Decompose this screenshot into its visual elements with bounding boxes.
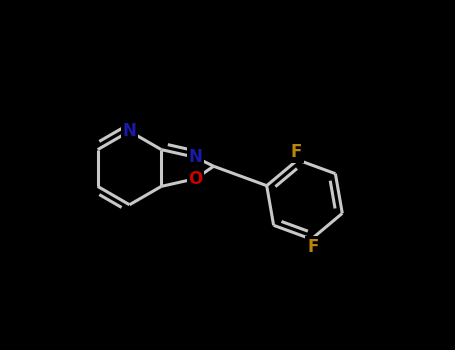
Text: N: N [189,148,202,166]
Text: N: N [122,122,136,140]
Text: F: F [307,238,318,256]
Text: F: F [291,143,302,161]
Text: O: O [188,170,202,188]
